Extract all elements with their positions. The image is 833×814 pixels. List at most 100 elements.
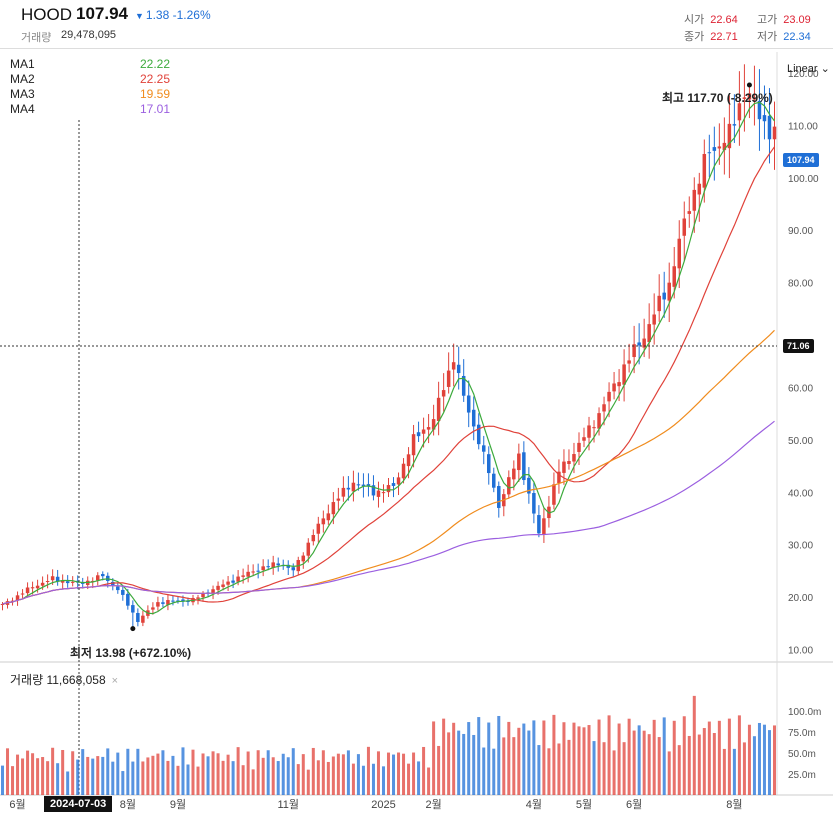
low-annotation: 최저 13.98 (+672.10%): [70, 646, 192, 660]
candle-body: [381, 492, 386, 494]
volume-bar: [86, 756, 90, 795]
price-axis-label: 10.00: [788, 646, 813, 657]
volume-bar: [326, 761, 330, 795]
candle-body: [431, 419, 436, 430]
candle-body: [326, 513, 331, 521]
candle-body: [712, 147, 717, 151]
high-annotation: 최고 117.70 (-8.29%): [662, 91, 773, 105]
volume-bar: [447, 732, 451, 795]
volume-axis-label: 50.0m: [788, 749, 816, 760]
candle-body: [487, 454, 491, 474]
candle-body: [161, 602, 165, 604]
volume-bar: [31, 753, 35, 795]
volume-bar: [442, 718, 446, 795]
volume-bar: [702, 728, 706, 795]
candle-body: [446, 370, 451, 387]
volume-bar: [276, 761, 280, 795]
volume-bar: [547, 748, 551, 795]
candle-body: [567, 461, 571, 464]
volume-bar: [181, 747, 185, 795]
candle-body: [276, 563, 280, 566]
volume-bar: [291, 748, 295, 795]
volume-bar: [497, 715, 501, 795]
candle-body: [20, 593, 25, 595]
candle-body: [45, 581, 50, 583]
candle-body: [416, 432, 421, 437]
candle-body: [201, 593, 205, 598]
volume-bar: [266, 750, 270, 795]
candle-body: [687, 211, 692, 214]
candle-body: [266, 566, 270, 568]
candle-body: [166, 600, 170, 605]
candle-body: [321, 518, 326, 525]
volume-bar: [246, 751, 250, 795]
volume-bar: [742, 742, 746, 795]
volume-bar: [707, 721, 711, 795]
volume-bar: [727, 718, 731, 795]
candle-body: [331, 502, 336, 515]
candle-body: [246, 571, 250, 577]
volume-bar: [507, 721, 511, 795]
candle-body: [35, 585, 40, 589]
volume-bar: [587, 725, 591, 795]
ma-line-ma4: [2, 420, 775, 605]
candle-body: [426, 427, 431, 430]
candle-body: [767, 115, 772, 140]
volume-bar: [732, 748, 736, 795]
volume-bar: [487, 722, 491, 795]
candle-body: [757, 100, 762, 120]
volume-bar: [221, 760, 225, 795]
volume-bar: [542, 720, 546, 795]
volume-bar: [522, 723, 526, 795]
price-axis-label: 90.00: [788, 226, 813, 237]
volume-bar: [1, 765, 5, 795]
time-axis-label: 9월: [170, 798, 186, 811]
candle-body: [60, 580, 65, 583]
candle-body: [652, 314, 656, 325]
candle-body: [532, 493, 536, 514]
candle-body: [552, 484, 556, 505]
candle-body: [682, 218, 687, 236]
volume-bar: [582, 727, 586, 795]
volume-bar: [462, 733, 466, 795]
candle-body: [627, 360, 631, 364]
candle-body: [351, 482, 356, 492]
candle-body: [25, 587, 30, 594]
volume-panel-title: 거래량 11,668,058 ×: [10, 673, 119, 687]
volume-bar: [567, 739, 571, 795]
volume-bar: [647, 734, 651, 795]
candle-body: [236, 576, 240, 582]
volume-bar: [261, 757, 265, 795]
last-price-tag: 107.94: [783, 153, 819, 167]
volume-bar: [492, 748, 496, 795]
candle-body: [622, 364, 626, 385]
volume-bar: [637, 725, 641, 795]
scale-mode-dropdown[interactable]: Linear ⌄: [787, 63, 830, 75]
volume-bar: [627, 718, 631, 795]
ohlc-high: 고가 23.09: [757, 14, 811, 26]
volume-bar: [126, 748, 130, 795]
volume-bar: [757, 722, 761, 795]
candle-body: [216, 585, 220, 590]
volume-bar: [422, 746, 426, 795]
volume-bar: [381, 766, 385, 795]
candle-body: [251, 571, 255, 573]
candle-body: [702, 153, 707, 188]
volume-bar: [602, 742, 606, 795]
candle-body: [481, 445, 486, 452]
volume-bar: [672, 720, 676, 795]
volume-bar: [306, 769, 310, 795]
close-icon[interactable]: ×: [111, 675, 119, 687]
candle-body: [722, 142, 727, 151]
time-axis-label: 2025: [371, 799, 395, 811]
volume-bar: [196, 766, 200, 795]
volume-bar: [767, 730, 771, 795]
volume-bar: [81, 749, 85, 795]
time-axis-label: 8월: [120, 798, 136, 811]
candle-body: [507, 477, 511, 495]
volume-bar: [206, 756, 210, 795]
volume-bar: [697, 734, 701, 795]
volume-bar: [407, 763, 411, 795]
candle-body: [186, 601, 190, 603]
